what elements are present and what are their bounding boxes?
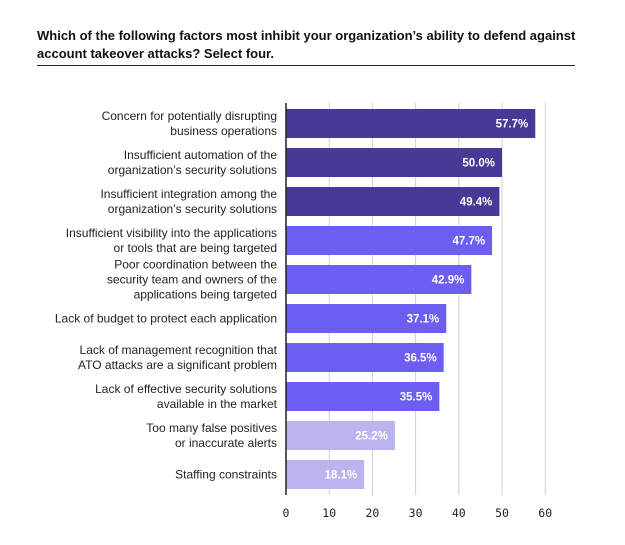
bar <box>286 382 440 411</box>
chart-title: Which of the following factors most inhi… <box>37 28 576 61</box>
bar-value-label: 37.1% <box>407 314 440 326</box>
bar-value-label: 47.7% <box>452 236 485 248</box>
category-label: Lack of budget to protect each applicati… <box>55 312 277 326</box>
x-tick-label: 60 <box>538 506 552 520</box>
category-label: Insufficient automation of the organizati… <box>108 148 278 177</box>
category-label: Insufficient integration among the organi… <box>100 187 277 216</box>
category-label-line: security team and owners of the <box>107 273 277 287</box>
category-label: Lack of effective security solutions avai… <box>95 382 278 411</box>
bar-value-label: 36.5% <box>404 353 437 365</box>
category-label-line: Lack of budget to protect each applicati… <box>55 312 277 326</box>
category-label-line: Lack of effective security solutions <box>95 382 277 396</box>
category-label-line: applications being targeted <box>134 288 277 302</box>
category-label: Staffing constraints <box>175 468 277 482</box>
category-label-line: organization’s security solutions <box>108 202 277 216</box>
x-tick-label: 10 <box>322 506 336 520</box>
bar-value-label: 49.4% <box>460 197 493 209</box>
bar-value-label: 57.7% <box>496 119 529 131</box>
category-label-line: Staffing constraints <box>175 468 277 482</box>
x-tick-label: 0 <box>283 506 290 520</box>
category-label-line: Insufficient integration among the <box>100 187 277 201</box>
category-label: Concern for potentially disrupting busine… <box>102 109 277 138</box>
category-label-line: Concern for potentially disrupting <box>102 109 277 123</box>
category-label-line: organization’s security solutions <box>108 163 277 177</box>
bar <box>286 148 502 177</box>
x-tick-label: 30 <box>409 506 423 520</box>
category-label-line: Poor coordination between the <box>114 258 277 272</box>
category-label-line: or inaccurate alerts <box>175 436 277 450</box>
title-divider <box>37 65 575 66</box>
bar-value-label: 50.0% <box>462 158 495 170</box>
category-label: Insufficient visibility into the applica… <box>66 226 277 255</box>
bar <box>286 421 395 450</box>
bar <box>286 265 472 294</box>
category-label-line: business operations <box>170 124 277 138</box>
category-label: Too many false positives or inaccurate al… <box>146 421 277 450</box>
category-label: Lack of management recognition that ATO a… <box>78 343 278 372</box>
category-label-line: Too many false positives <box>146 421 277 435</box>
category-label-line: Lack of management recognition that <box>80 343 278 357</box>
bar-value-label: 42.9% <box>432 275 465 287</box>
bar-value-label: 25.2% <box>355 431 388 443</box>
x-tick-label: 40 <box>452 506 466 520</box>
bar <box>286 109 536 138</box>
bar <box>286 460 365 489</box>
category-label-line: Insufficient visibility into the applica… <box>66 226 277 240</box>
bar-value-label: 35.5% <box>400 392 433 404</box>
bar <box>286 187 500 216</box>
category-label-line: ATO attacks are a significant problem <box>78 358 277 372</box>
category-label-line: available in the market <box>157 397 278 411</box>
x-tick-label: 20 <box>365 506 379 520</box>
bar <box>286 343 444 372</box>
category-label: Poor coordination between the security te… <box>107 258 277 302</box>
category-label-line: Insufficient automation of the <box>124 148 278 162</box>
x-tick-label: 50 <box>495 506 509 520</box>
bar <box>286 226 493 255</box>
bar-value-label: 18.1% <box>325 470 358 482</box>
bar <box>286 304 447 333</box>
category-label-line: or tools that are being targeted <box>114 241 277 255</box>
